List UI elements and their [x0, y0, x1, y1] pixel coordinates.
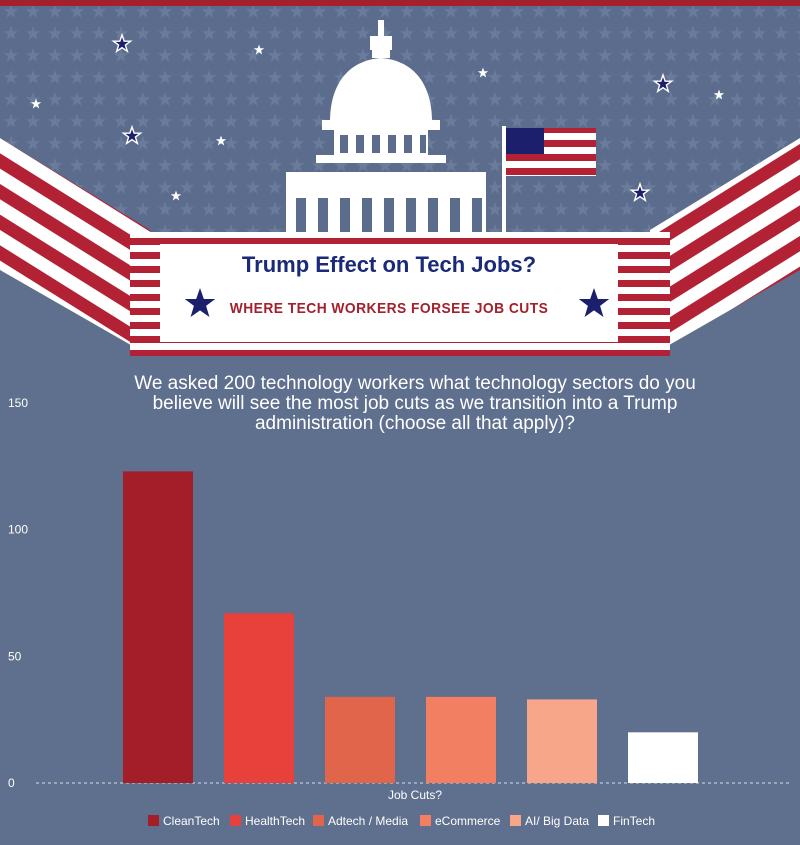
y-tick-label: 150: [8, 396, 28, 410]
banner-subtitle: WHERE TECH WORKERS FORSEE JOB CUTS: [229, 300, 549, 317]
top-border: [0, 0, 800, 6]
legend-label: FinTech: [613, 814, 655, 828]
left-stripe-wing: [0, 138, 150, 356]
bar-chart: 0 50 100 150 Job Cuts? CleanTech HealthTech Adt…: [8, 396, 790, 828]
legend-swatch: [598, 815, 609, 826]
banner-panel: [160, 244, 618, 342]
capitol-windows: [296, 135, 482, 232]
legend-swatch: [230, 815, 241, 826]
bar-cleantech: [123, 471, 193, 783]
american-flag-icon: [502, 126, 596, 238]
legend-swatch: [313, 815, 324, 826]
bar-ai-big-data: [527, 699, 597, 783]
bar-healthtech: [224, 613, 294, 783]
legend-label: CleanTech: [163, 814, 220, 828]
sky-stars: [30, 44, 725, 201]
legend-swatch: [510, 815, 521, 826]
x-axis-label: Job Cuts?: [388, 788, 442, 802]
bar-ecommerce: [426, 696, 496, 783]
star-icon: [629, 181, 651, 203]
right-stripe-wing: [650, 138, 800, 356]
legend-label: HealthTech: [245, 814, 305, 828]
star-icon: [215, 135, 227, 146]
y-tick-label: 100: [8, 523, 28, 537]
star-icon: [121, 124, 143, 146]
star-icon: [578, 288, 610, 317]
legend-label: eCommerce: [435, 814, 501, 828]
legend-swatch: [420, 815, 431, 826]
legend-swatch: [148, 815, 159, 826]
bar-adtech-media: [325, 696, 395, 783]
y-tick-label: 50: [8, 649, 22, 663]
header-illustration: [0, 0, 800, 356]
star-icon: [713, 89, 725, 100]
star-icon: [30, 98, 42, 109]
bar-fintech: [628, 732, 698, 783]
star-icon: [184, 288, 216, 317]
banner-title: Trump Effect on Tech Jobs?: [241, 252, 537, 277]
star-icon: [477, 67, 489, 78]
star-icon: [170, 190, 182, 201]
legend-label: AI/ Big Data: [525, 814, 589, 828]
y-tick-label: 0: [8, 776, 15, 790]
chart-question: We asked 200 technology workers what tec…: [134, 373, 696, 434]
star-icon: [111, 32, 133, 54]
navy-stars: [111, 32, 674, 203]
star-icon: [253, 44, 265, 55]
legend-label: Adtech / Media: [328, 814, 408, 828]
star-icon: [652, 72, 674, 94]
